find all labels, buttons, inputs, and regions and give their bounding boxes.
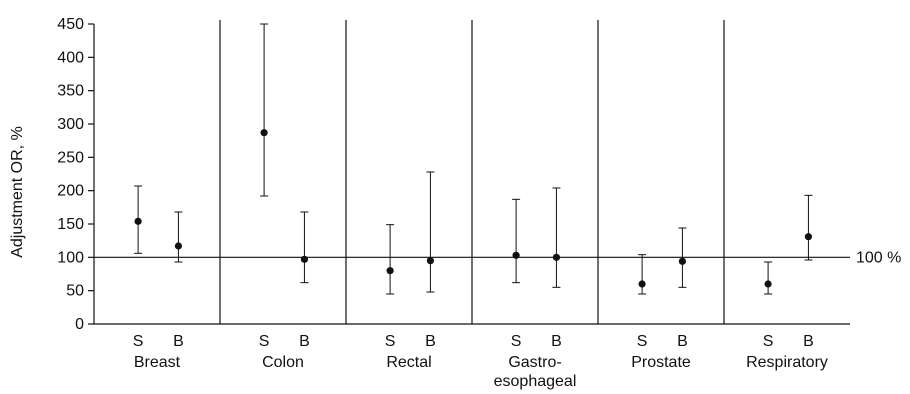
y-tick-label: 300 [57,116,84,133]
y-tick-label: 400 [57,49,84,66]
group-label: Gastro-esophageal [494,354,577,390]
sub-label: B [677,333,688,350]
data-point [764,280,772,288]
data-point [174,242,183,250]
group-label: Colon [262,354,304,371]
sub-label: B [803,333,814,350]
chart-marks [134,23,813,295]
group-label: Breast [134,354,181,371]
sub-label: B [551,333,562,350]
sub-label: S [385,333,396,350]
y-tick-label: 350 [57,83,84,100]
data-point [134,217,142,225]
data-point [638,280,646,288]
data-point [512,251,520,259]
data-point [386,267,394,275]
data-point [300,255,309,263]
y-tick-label: 150 [57,216,84,233]
axes: 0 50 100 150 200 250 300 350 400 450 100 % S B Breast… [57,16,901,390]
sub-label: S [511,333,522,350]
sub-label: B [173,333,184,350]
sub-label: S [259,333,270,350]
y-tick-label: 100 [57,249,84,266]
y-axis-label: Adjustment OR, % [9,126,26,258]
group-label: Rectal [386,354,431,371]
sub-label: B [425,333,436,350]
data-point [552,253,561,261]
sub-label: S [133,333,144,350]
sub-label: B [299,333,310,350]
y-tick-label: 450 [57,16,84,33]
data-point [260,129,268,137]
group-label: Respiratory [746,354,828,371]
data-point [804,233,813,241]
y-tick-label: 0 [75,316,84,333]
sub-label: S [763,333,774,350]
y-tick-label: 200 [57,183,84,200]
group-label: Prostate [631,354,691,371]
reference-line-label: 100 % [856,249,901,266]
data-point [678,257,687,265]
y-tick-label: 250 [57,149,84,166]
y-tick-label: 50 [66,283,84,300]
data-point [426,257,435,265]
sub-label: S [637,333,648,350]
